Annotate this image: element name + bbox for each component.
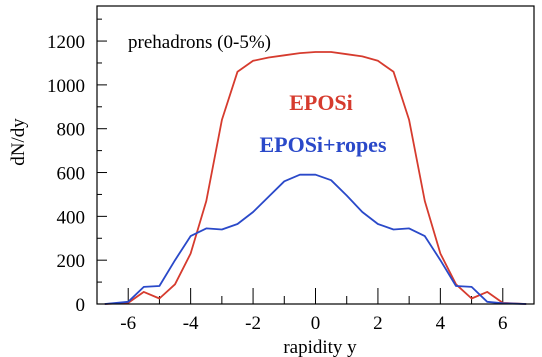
x-tick-label: 4 bbox=[436, 313, 446, 334]
x-axis-label: rapidity y bbox=[283, 337, 357, 357]
y-tick-label: 1200 bbox=[47, 32, 85, 53]
x-tick-label: -6 bbox=[120, 313, 136, 334]
plot-frame bbox=[96, 5, 535, 305]
y-tick-label: 800 bbox=[57, 120, 86, 141]
y-tick-label: 0 bbox=[76, 295, 86, 316]
series-lines bbox=[104, 51, 527, 305]
y-tick-label: 200 bbox=[57, 251, 86, 272]
y-tick-label: 400 bbox=[57, 207, 86, 228]
x-tick-label: 0 bbox=[311, 313, 321, 334]
y-axis-label: dN/dy bbox=[8, 118, 29, 166]
series-line-eposi-ropes bbox=[104, 173, 527, 305]
y-tick-label: 600 bbox=[57, 164, 86, 185]
x-tick-label: 2 bbox=[373, 313, 383, 334]
tick-labels: -6 -4 -2 0 2 4 6 0 200 400 600 800 1000 1200 bbox=[47, 32, 508, 334]
series-label-eposi-ropes: EPOSi+ropes bbox=[259, 132, 386, 157]
x-tick-label: -2 bbox=[245, 313, 261, 334]
x-tick-label: 6 bbox=[498, 313, 508, 334]
ticks bbox=[96, 18, 535, 305]
annotation-label: prehadrons (0-5%) bbox=[128, 32, 271, 53]
series-line-eposi bbox=[104, 51, 527, 305]
y-tick-label: 1000 bbox=[47, 76, 85, 97]
x-tick-label: -4 bbox=[183, 313, 199, 334]
series-label-eposi: EPOSi bbox=[289, 90, 353, 115]
